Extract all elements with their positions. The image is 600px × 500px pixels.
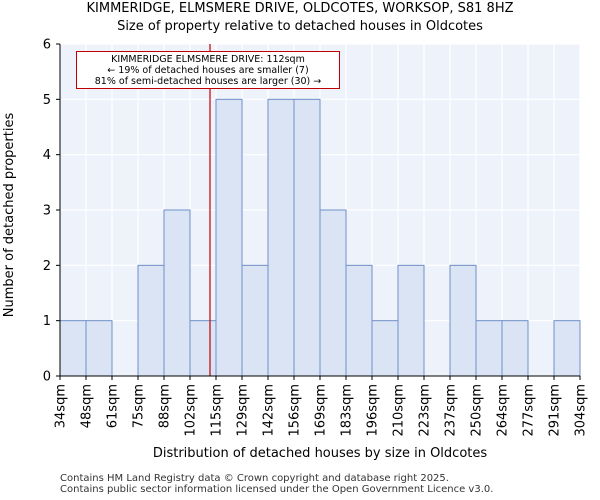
x-tick-label-250sqm: 250sqm [470, 384, 485, 437]
x-tick-label-183sqm: 183sqm [340, 384, 355, 437]
y-axis-label: Number of detached properties [2, 113, 17, 318]
footer-copyright: Contains HM Land Registry data © Crown c… [60, 473, 449, 484]
bar-156sqm [293, 98, 321, 377]
x-tick-label-304sqm: 304sqm [574, 384, 589, 437]
x-tick-label-102sqm: 102sqm [184, 384, 199, 437]
bar-115sqm [215, 98, 243, 377]
x-tick-label-291sqm: 291sqm [548, 384, 563, 437]
annotation-line-2: ← 19% of detached houses are smaller (7) [107, 65, 309, 76]
annotation-line-1: KIMMERIDGE ELMSMERE DRIVE: 112sqm [111, 54, 305, 65]
y-tick-label-6: 6 [43, 38, 51, 53]
x-tick-label-115sqm: 115sqm [210, 384, 225, 437]
bar-196sqm [371, 320, 399, 377]
chart-title: KIMMERIDGE, ELMSMERE DRIVE, OLDCOTES, WO… [86, 1, 514, 16]
x-axis-label: Distribution of detached houses by size … [153, 446, 488, 461]
x-tick-label-75sqm: 75sqm [132, 384, 147, 428]
x-tick-label-88sqm: 88sqm [158, 384, 173, 428]
x-tick-label-129sqm: 129sqm [236, 384, 251, 437]
y-tick-label-3: 3 [43, 204, 51, 219]
x-tick-label-210sqm: 210sqm [392, 384, 407, 437]
x-tick-label-61sqm: 61sqm [106, 384, 121, 428]
chart-subtitle: Size of property relative to detached ho… [117, 19, 483, 34]
bar-88sqm [163, 209, 191, 377]
annotation-box: KIMMERIDGE ELMSMERE DRIVE: 112sqm ← 19% … [76, 51, 340, 89]
x-tick-label-156sqm: 156sqm [288, 384, 303, 437]
x-tick-label-264sqm: 264sqm [496, 384, 511, 437]
bar-129sqm [241, 264, 269, 377]
y-tick-label-5: 5 [43, 93, 51, 108]
bar-183sqm [345, 264, 373, 377]
x-tick-label-237sqm: 237sqm [444, 384, 459, 437]
x-tick-label-48sqm: 48sqm [80, 384, 95, 428]
annotation-line-3: 81% of semi-detached houses are larger (… [94, 76, 322, 87]
x-tick-label-277sqm: 277sqm [522, 384, 537, 437]
x-tick-label-223sqm: 223sqm [418, 384, 433, 437]
x-tick-label-196sqm: 196sqm [366, 384, 381, 437]
y-tick-label-1: 1 [43, 314, 51, 329]
bar-34sqm [59, 320, 87, 377]
bar-264sqm [501, 320, 529, 377]
bar-142sqm [267, 98, 295, 377]
x-tick-label-169sqm: 169sqm [314, 384, 329, 437]
bar-250sqm [475, 320, 503, 377]
y-tick-label-0: 0 [43, 370, 51, 385]
bar-75sqm [137, 264, 165, 377]
bar-210sqm [397, 264, 425, 377]
bar-291sqm [553, 320, 581, 377]
x-tick-label-34sqm: 34sqm [54, 384, 69, 428]
axis-layer: 0 1 2 3 4 5 6 34sqm 48sqm 61sqm 75sqm 88sqm 102sqm 11… [43, 38, 589, 437]
footer-licence: Contains public sector information licen… [60, 484, 494, 495]
y-tick-label-2: 2 [43, 259, 51, 274]
x-tick-label-142sqm: 142sqm [262, 384, 277, 437]
bar-169sqm [319, 209, 347, 377]
bar-237sqm [449, 264, 477, 377]
bar-48sqm [85, 320, 113, 377]
y-tick-label-4: 4 [43, 148, 51, 163]
bar-102sqm [189, 320, 217, 377]
